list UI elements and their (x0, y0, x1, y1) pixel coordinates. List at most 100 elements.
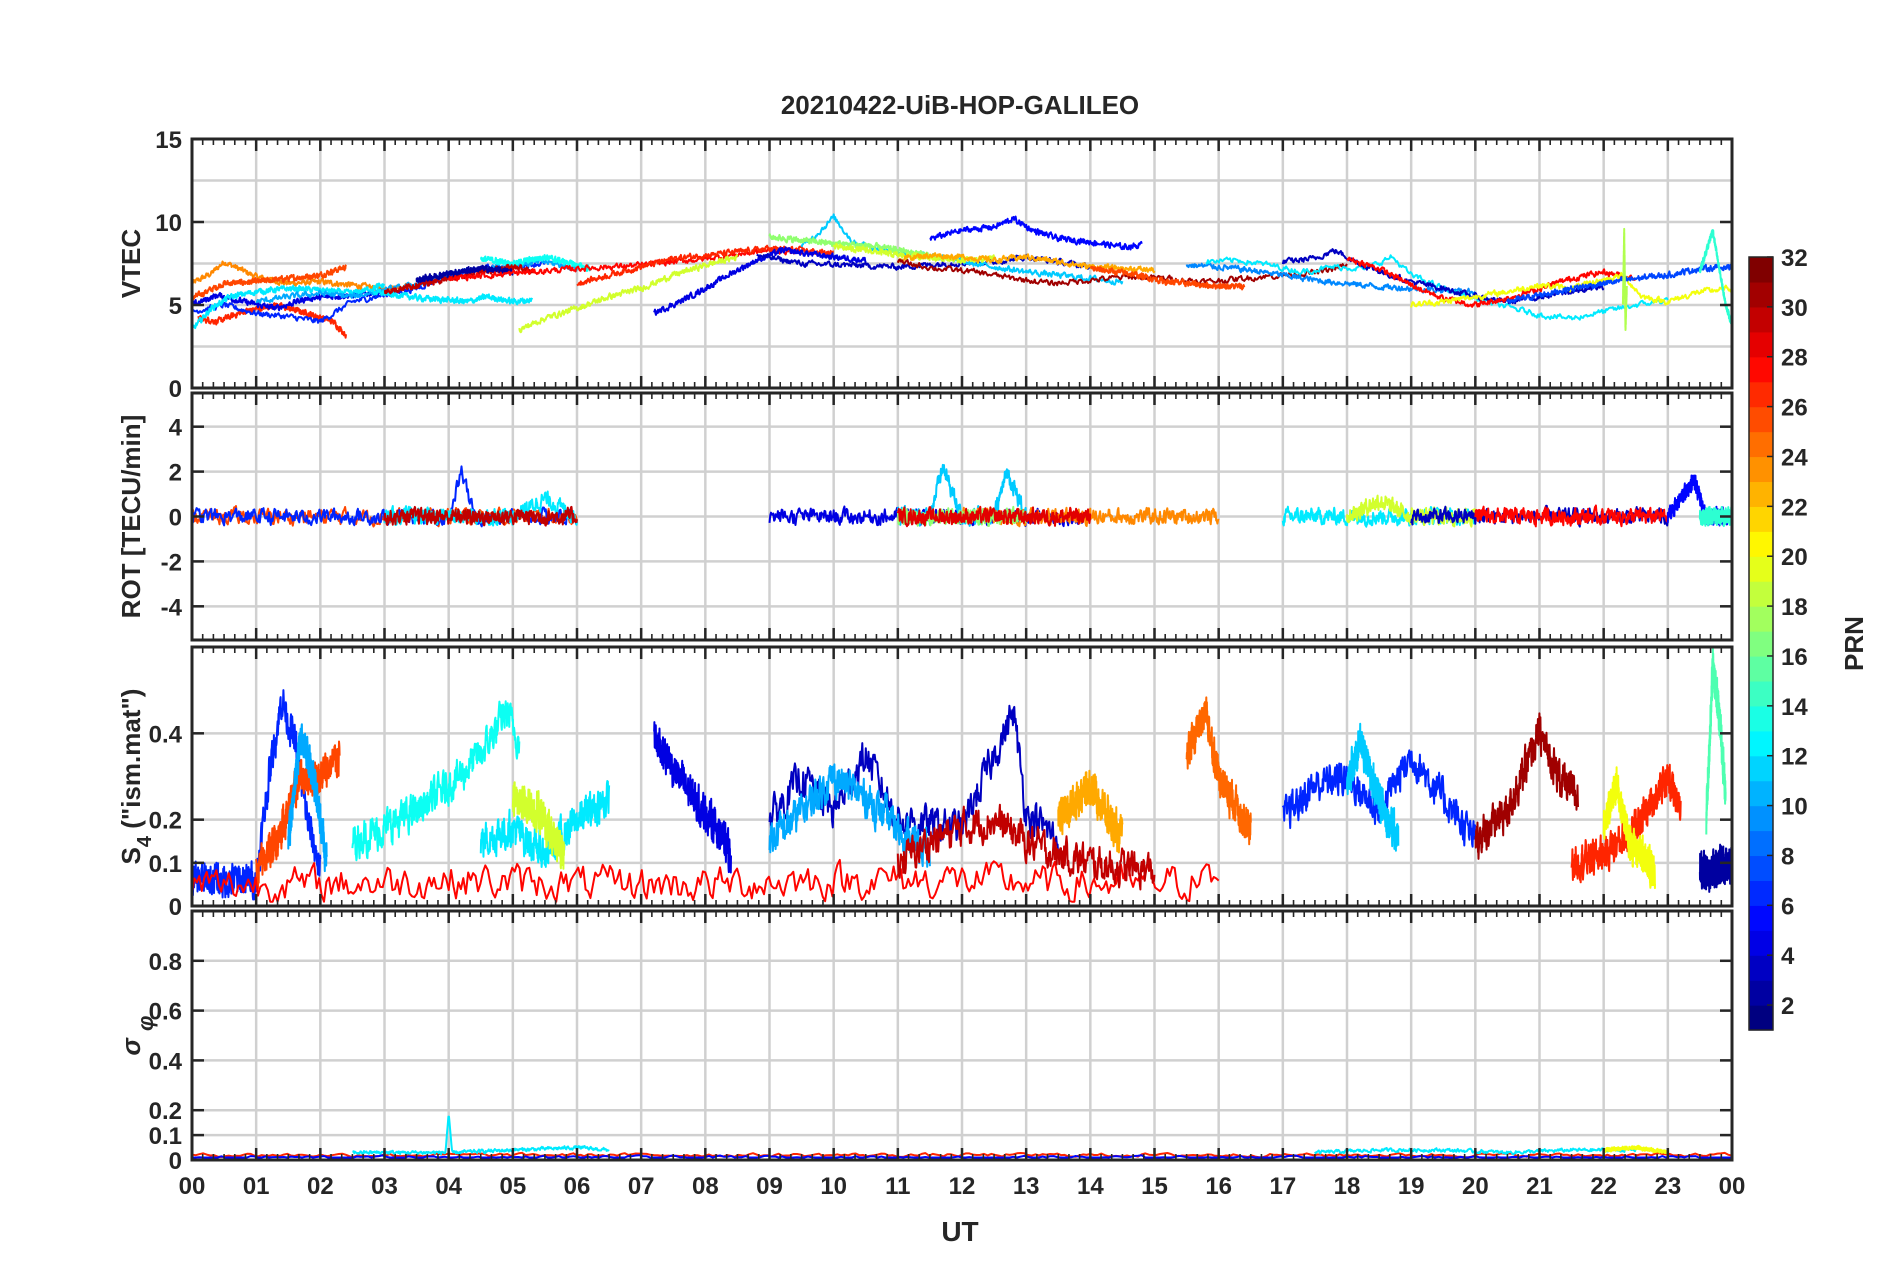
y-axis-label-part: ("ism.mat") (116, 689, 146, 836)
x-tick-label: 20 (1462, 1173, 1489, 1200)
colorbar-tick-label: 24 (1781, 444, 1808, 471)
series-line-prn-4 (653, 721, 732, 874)
x-tick-label: 09 (756, 1173, 783, 1200)
x-tick-label: 10 (820, 1173, 847, 1200)
series-line-prn-23 (1057, 769, 1124, 854)
colorbar-segment (1749, 905, 1773, 931)
colorbar-tick-label: 18 (1781, 594, 1808, 621)
y-tick-label: 0 (169, 1148, 182, 1175)
colorbar-segment (1749, 606, 1773, 632)
colorbar-segment (1749, 730, 1773, 757)
colorbar-tick-label: 12 (1781, 744, 1808, 771)
colorbar-segment (1749, 631, 1773, 657)
series-line-prn-12 (1205, 254, 1669, 321)
x-tick-label: 11 (885, 1173, 910, 1200)
series-line-prn-15 (1705, 648, 1727, 835)
y-tick-label: 10 (155, 210, 182, 237)
y-axis-label-part: S (116, 847, 146, 864)
series-line-prn-12 (479, 780, 611, 868)
x-tick-label: 21 (1526, 1173, 1553, 1200)
series-line-prn-10 (287, 723, 328, 873)
colorbar-tick-label: 16 (1781, 644, 1808, 671)
colorbar-segment (1749, 381, 1773, 408)
colorbar-tick-label: 32 (1781, 245, 1808, 272)
x-axis-label: UT (941, 1216, 978, 1247)
series-line-prn-26 (192, 264, 347, 301)
x-tick-label: 06 (564, 1173, 591, 1200)
x-tick-label: 16 (1205, 1173, 1232, 1200)
y-tick-label: 0.1 (149, 1123, 182, 1150)
colorbar-segment (1749, 257, 1773, 283)
colorbar-segment (1749, 556, 1773, 582)
series-line-prn-28 (447, 247, 803, 282)
colorbar-tick-label: 6 (1781, 893, 1794, 920)
series-line-prn-24 (961, 506, 1220, 528)
colorbar-segment (1749, 356, 1773, 383)
colorbar-tick-label: 8 (1781, 843, 1794, 870)
x-tick-label: 14 (1077, 1173, 1104, 1200)
colorbar-segment (1749, 281, 1773, 308)
colorbar-tick-label: 28 (1781, 345, 1808, 372)
y-tick-label: 0.6 (149, 999, 182, 1026)
colorbar-segment (1749, 805, 1773, 832)
y-tick-label: -4 (161, 594, 183, 621)
colorbar-segment (1749, 780, 1773, 807)
colorbar-label: PRN (1839, 616, 1869, 671)
colorbar-segment (1749, 481, 1773, 507)
y-tick-label: 0.4 (149, 1048, 183, 1075)
y-tick-label: 0.4 (149, 721, 183, 748)
y-tick-label: 0 (169, 894, 182, 921)
colorbar-segment (1749, 406, 1773, 433)
series-line-prn-23 (896, 252, 1156, 274)
series-line-prn-4 (653, 246, 867, 316)
colorbar-segment (1749, 306, 1773, 333)
x-tick-labels: 00 01 02 03 04 05 06 07 08 09 10 11 12 13 14 15 16 17 18 19… (179, 1173, 1746, 1200)
y-axis-label-subscript: φ (133, 1016, 158, 1031)
series-line-prn-5 (929, 215, 1143, 251)
series-line-prn-12 (370, 288, 534, 306)
series-line-prn-30 (383, 505, 578, 527)
colorbar-segment (1749, 655, 1773, 682)
x-tick-label: 23 (1654, 1173, 1681, 1200)
series-line-prn-31 (896, 258, 1348, 287)
series-line-prn-14 (1698, 505, 1732, 528)
y-tick-label: 2 (169, 460, 182, 487)
panel-rot: -4 -2 0 2 4 ROT [TECU/min] (116, 391, 1734, 642)
y-tick-label: 0.2 (149, 1098, 182, 1125)
panel-sigma-phi: 00.10.2 0.4 0.6 0.8 σ φ (116, 909, 1734, 1175)
y-tick-label: 0 (169, 505, 182, 532)
series-line-prn-28 (192, 858, 1220, 903)
series-line-prn-29 (896, 505, 1092, 528)
series-line-prn-18 (1621, 227, 1628, 331)
x-tick-label: 04 (435, 1173, 462, 1200)
panel-s4: 00.10.20.4S4 ("ism.mat") (116, 645, 1734, 921)
colorbar-segment (1749, 705, 1773, 732)
x-tick-label: 00 (1719, 1173, 1746, 1200)
colorbar-segment (1749, 506, 1773, 532)
series-line-prn-12 (352, 1115, 610, 1156)
x-tick-label: 17 (1269, 1173, 1296, 1200)
series-group (192, 648, 1732, 903)
series-line-prn-2 (1698, 843, 1732, 893)
series-line-prn-20 (1602, 1144, 1669, 1155)
colorbar-segment (1749, 955, 1773, 981)
x-tick-label: 00 (179, 1173, 206, 1200)
series-line-prn-19 (511, 781, 566, 870)
series-group (192, 213, 1732, 339)
series-line-prn-30 (896, 803, 1156, 891)
colorbar-tick-label: 10 (1781, 794, 1808, 821)
y-axis-label: ROT [TECU/min] (116, 415, 146, 619)
colorbar-tick-label: 14 (1781, 694, 1808, 721)
series-group (192, 463, 1732, 528)
colorbar-tick-label: 22 (1781, 494, 1808, 521)
colorbar-segment (1749, 581, 1773, 607)
series-line-prn-7 (1506, 263, 1732, 305)
colorbar-tick-label: 26 (1781, 395, 1808, 422)
series-line-prn-13 (480, 254, 591, 272)
y-axis-label-part: σ (116, 1031, 146, 1055)
y-axis-label: σ φ (116, 1016, 158, 1056)
x-tick-label: 18 (1334, 1173, 1361, 1200)
y-axis-label: VTEC (116, 229, 146, 299)
colorbar-segment (1749, 531, 1773, 557)
